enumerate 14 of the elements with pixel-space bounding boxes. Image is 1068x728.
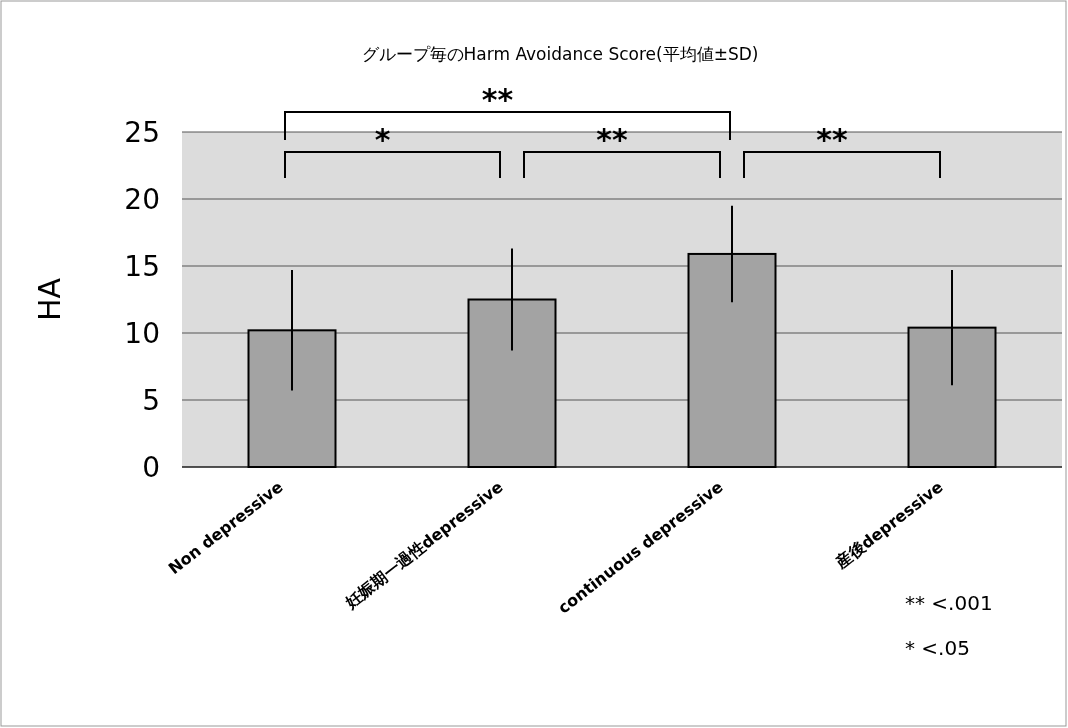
annotation: ** (816, 122, 848, 157)
y-tick-label: 25 (124, 116, 160, 149)
y-tick-label: 0 (142, 451, 160, 484)
y-tick-label: 15 (124, 250, 160, 283)
chart-title: グループ毎のHarm Avoidance Score(平均値±SD) (361, 44, 759, 64)
text: ** <.001 (905, 591, 993, 615)
annotation: * (374, 122, 391, 157)
annotation: ** (596, 122, 628, 157)
text: * <.05 (905, 636, 970, 660)
text: ** (481, 82, 514, 117)
y-axis-title: HA (32, 277, 67, 322)
y-tick-label: 10 (124, 317, 160, 350)
y-tick-label: 5 (142, 384, 160, 417)
y-tick-label: 20 (124, 183, 160, 216)
